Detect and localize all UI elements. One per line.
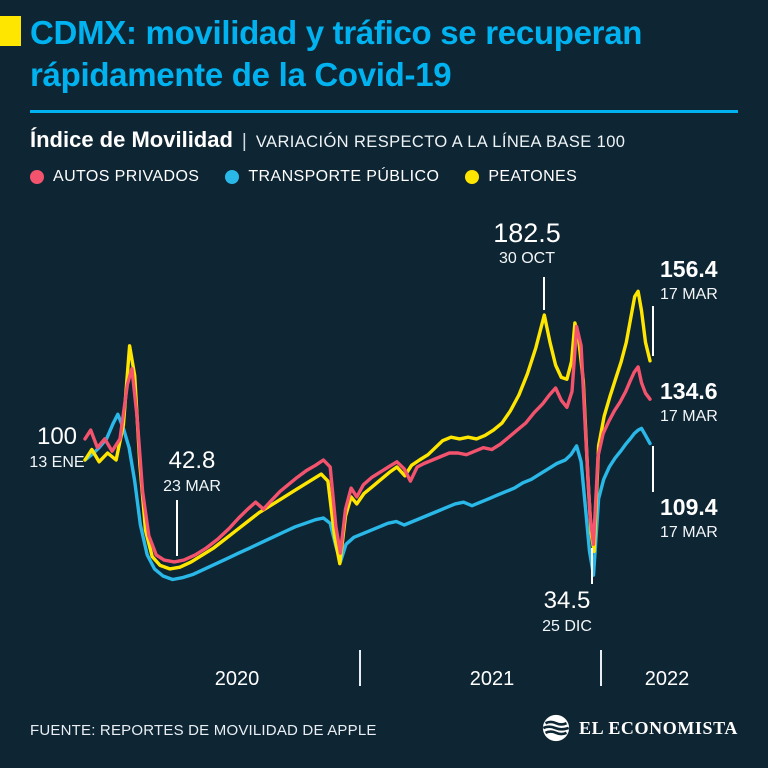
index-title: Índice de Movilidad	[30, 127, 233, 152]
subtitle-separator: |	[241, 131, 247, 152]
x-axis-tick-2020-2021	[359, 650, 361, 686]
el-economista-brand: EL ECONOMISTA	[542, 714, 738, 742]
annotation-end-peatones: 156.4 17 MAR	[660, 256, 718, 303]
annotation-pointer-end-transporte	[652, 446, 654, 492]
annotation-dip-2021: 34.5 25 DIC	[542, 587, 592, 636]
series-line-autos	[83, 324, 652, 564]
legend-item-transporte-publico: TRANSPORTE PÚBLICO	[225, 168, 439, 186]
title-divider-rule	[30, 110, 738, 113]
x-axis-tick-2021-2022	[600, 650, 602, 686]
brand-name: EL ECONOMISTA	[579, 717, 738, 738]
title-line-2: rápidamente de la Covid-19	[30, 56, 452, 93]
annotation-end-autos: 134.6 17 MAR	[660, 378, 718, 425]
legend-item-peatones: PEATONES	[465, 168, 577, 186]
source-credit: FUENTE: REPORTES DE MOVILIDAD DE APPLE	[30, 722, 377, 739]
transporte-publico-dot-icon	[225, 170, 240, 184]
legend-label: PEATONES	[488, 168, 578, 185]
x-axis-label-2021: 2021	[469, 668, 515, 690]
annotation-pointer-peak	[543, 277, 545, 310]
legend-label: AUTOS PRIVADOS	[53, 168, 200, 185]
title-corner-marker	[0, 16, 21, 46]
el-economista-logo-icon	[542, 714, 570, 742]
annotation-pointer-end-peatones	[652, 306, 654, 356]
annotation-crash-2020: 42.8 23 MAR	[163, 447, 221, 496]
baseline-note: VARIACIÓN RESPECTO A LA LÍNEA BASE 100	[255, 133, 626, 151]
annotation-peak-2021: 182.5 30 OCT	[493, 218, 561, 268]
annotation-pointer-dip	[591, 548, 593, 584]
page-title: CDMX: movilidad y tráfico se recuperan r…	[30, 12, 642, 96]
legend-item-autos-privados: AUTOS PRIVADOS	[30, 168, 199, 186]
series-line-transporte	[83, 412, 652, 582]
chart-subtitle: Índice de Movilidad | VARIACIÓN RESPECTO…	[30, 127, 625, 153]
annotation-baseline-100: 100 13 ENE	[29, 423, 85, 472]
annotation-pointer-crash	[176, 500, 178, 556]
series-line-peatones	[83, 289, 652, 571]
legend-label: TRANSPORTE PÚBLICO	[248, 168, 440, 185]
x-axis-label-2020: 2020	[214, 668, 260, 690]
legend: AUTOS PRIVADOS TRANSPORTE PÚBLICO PEATON…	[30, 168, 577, 186]
x-axis-label-2022: 2022	[644, 668, 690, 690]
peatones-dot-icon	[465, 170, 480, 184]
title-line-1: CDMX: movilidad y tráfico se recuperan	[30, 14, 643, 51]
autos-privados-dot-icon	[30, 170, 44, 184]
annotation-end-transporte: 109.4 17 MAR	[660, 494, 718, 541]
